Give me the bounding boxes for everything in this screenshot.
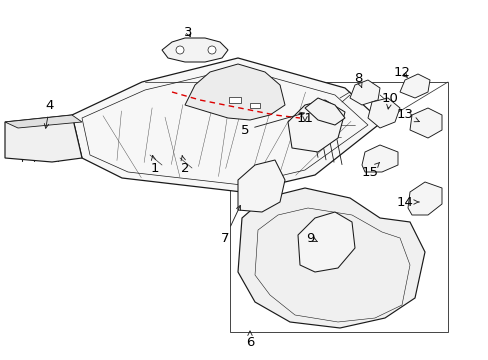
Polygon shape xyxy=(238,188,424,328)
Text: 9: 9 xyxy=(305,231,317,244)
Text: 1: 1 xyxy=(150,156,159,175)
Text: 13: 13 xyxy=(396,108,418,122)
Text: 10: 10 xyxy=(381,91,398,109)
Text: 7: 7 xyxy=(220,206,240,244)
Polygon shape xyxy=(367,98,399,128)
Bar xyxy=(249,103,260,108)
Text: 6: 6 xyxy=(245,331,254,348)
Text: 2: 2 xyxy=(181,156,189,175)
Text: 12: 12 xyxy=(393,66,409,78)
Text: 3: 3 xyxy=(183,26,192,39)
Polygon shape xyxy=(407,182,441,215)
Text: 15: 15 xyxy=(361,162,379,179)
Polygon shape xyxy=(238,160,285,212)
Text: 5: 5 xyxy=(240,112,304,136)
Polygon shape xyxy=(162,38,227,62)
Text: 8: 8 xyxy=(353,72,362,87)
Polygon shape xyxy=(72,58,381,192)
Polygon shape xyxy=(349,80,379,105)
Bar xyxy=(229,82,447,332)
Text: 14: 14 xyxy=(396,195,418,208)
Polygon shape xyxy=(297,212,354,272)
Text: 4: 4 xyxy=(44,99,54,128)
Polygon shape xyxy=(184,64,285,120)
Bar xyxy=(228,97,241,103)
Polygon shape xyxy=(305,98,345,125)
Polygon shape xyxy=(287,100,345,152)
Polygon shape xyxy=(361,145,397,172)
Text: 11: 11 xyxy=(296,112,313,125)
Circle shape xyxy=(207,46,216,54)
Polygon shape xyxy=(5,115,82,128)
Polygon shape xyxy=(5,115,82,162)
Polygon shape xyxy=(409,108,441,138)
Polygon shape xyxy=(399,74,429,98)
Circle shape xyxy=(176,46,183,54)
